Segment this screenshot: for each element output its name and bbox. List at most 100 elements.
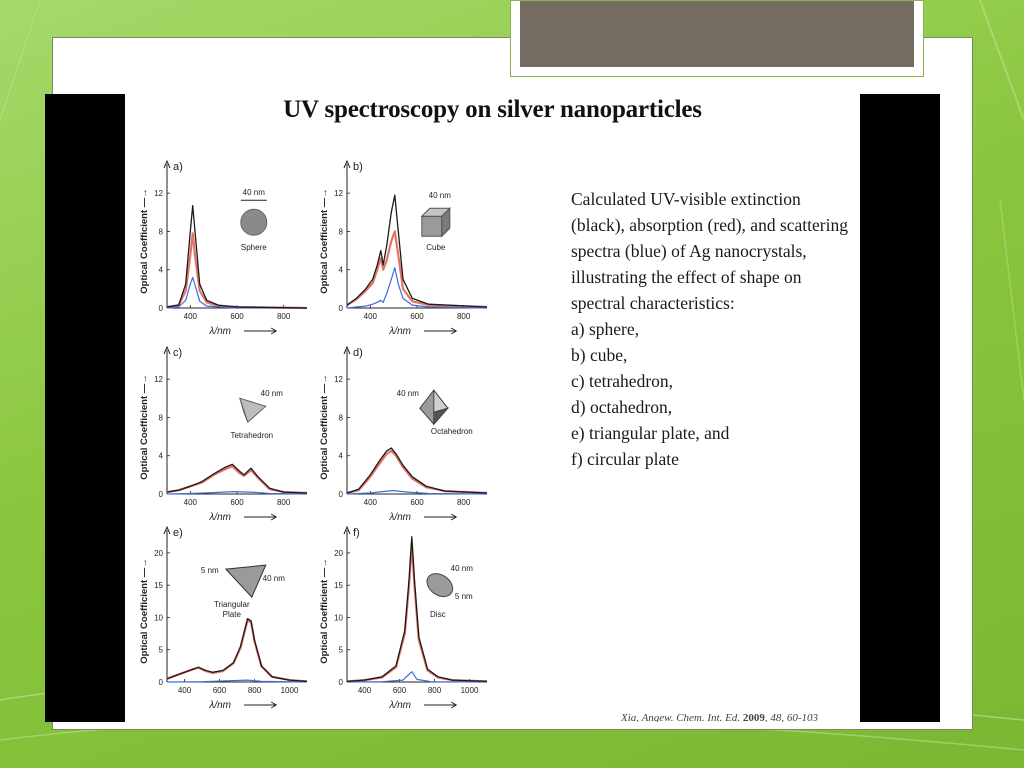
y-tick-label: 8 [159, 227, 164, 236]
x-axis-arrowhead [450, 513, 458, 521]
caption-item: f) circular plate [571, 449, 679, 469]
citation-text: Xia, Angew. Chem. Int. Ed. [621, 712, 741, 722]
y-tick-label: 12 [334, 189, 343, 198]
y-tick-label: 4 [159, 452, 164, 461]
panel-f: 0 5 10 15 20 400 600 800 1000 Optical Coefficient… [319, 525, 488, 711]
panel-label: a) [173, 161, 183, 173]
shape-label: Cube [426, 243, 446, 252]
panel-label: f) [353, 527, 360, 539]
y-axis-arrow [343, 345, 351, 355]
extinction-series [346, 194, 488, 308]
y-tick-label: 20 [334, 549, 343, 558]
panel-label: b) [353, 161, 363, 173]
x-tick-label: 600 [213, 686, 227, 695]
cube-icon: 40 nm Cube [420, 191, 452, 252]
dimension-label: 40 nm [243, 188, 266, 197]
y-tick-label: 0 [339, 304, 344, 313]
panel-label: c) [173, 347, 182, 359]
caption-item: e) triangular plate, and [571, 423, 730, 443]
caption-item: d) octahedron, [571, 397, 673, 417]
x-axis-label: λ/nm [208, 512, 231, 523]
absorption-series [166, 232, 308, 310]
x-axis-label: λ/nm [388, 700, 411, 711]
dimension-label: 40 nm [261, 389, 284, 398]
x-axis-label: λ/nm [388, 326, 411, 337]
y-tick-label: 8 [159, 413, 164, 422]
dimension-label: 40 nm [263, 574, 286, 583]
y-tick-label: 15 [154, 581, 163, 590]
y-axis-arrow [163, 525, 171, 535]
y-tick-label: 8 [339, 413, 344, 422]
citation-pages: 48, 60-103 [770, 712, 818, 722]
extinction-series [166, 204, 308, 309]
x-tick-label: 800 [277, 312, 291, 321]
title-placeholder-fill [520, 1, 914, 67]
x-axis-arrowhead [450, 701, 458, 709]
y-tick-label: 20 [154, 549, 163, 558]
dimension-label: 40 nm [429, 191, 452, 200]
y-axis-label: Optical Coefficient —→ [319, 188, 330, 294]
panel-c: 0 4 8 12 400 600 800 Optical Coefficient —→ λ/nm… [139, 345, 308, 523]
y-tick-label: 0 [339, 490, 344, 499]
x-tick-label: 800 [457, 498, 471, 507]
disc-icon: 40 nm 5 nm Disc [426, 564, 473, 619]
y-axis-label: Optical Coefficient —→ [139, 374, 150, 480]
panel-a: 0 4 8 12 400 600 800 Optical Coefficient —→ λ/nm… [139, 159, 308, 337]
y-tick-label: 4 [339, 452, 344, 461]
x-axis-label: λ/nm [208, 700, 231, 711]
y-tick-label: 5 [159, 646, 164, 655]
panel-label: d) [353, 347, 363, 359]
y-axis-arrow [343, 525, 351, 535]
panel-b: 0 4 8 12 400 600 800 Optical Coefficient —→ λ/nm… [319, 159, 488, 337]
x-axis-arrowhead [450, 327, 458, 335]
plate-face [224, 564, 267, 599]
x-tick-label: 400 [364, 498, 378, 507]
x-tick-label: 400 [184, 498, 198, 507]
y-axis-label: Optical Coefficient —→ [319, 374, 330, 480]
scattering-series [166, 491, 308, 495]
panel-e: 0 5 10 15 20 400 600 800 1000 Optical Coefficient… [139, 525, 308, 711]
shape-label: Octahedron [431, 427, 473, 436]
citation-year: 2009 [742, 712, 765, 722]
caption-item: a) sphere, [571, 319, 640, 339]
x-tick-label: 400 [364, 312, 378, 321]
disc-body [426, 573, 454, 598]
x-tick-label: 600 [410, 498, 424, 507]
x-tick-label: 800 [277, 498, 291, 507]
y-axis-arrow [163, 345, 171, 355]
extinction-series [166, 463, 308, 494]
shape-label-line1: Triangular [214, 600, 250, 609]
x-tick-label: 800 [428, 686, 442, 695]
sphere-body [240, 208, 268, 236]
y-tick-label: 10 [334, 613, 343, 622]
y-axis-arrow [343, 159, 351, 169]
tetra-side [239, 398, 249, 423]
x-tick-label: 800 [457, 312, 471, 321]
y-tick-label: 15 [334, 581, 343, 590]
x-tick-label: 600 [230, 312, 244, 321]
y-axis-label: Optical Coefficient —→ [139, 558, 150, 664]
x-axis-arrowhead [270, 701, 278, 709]
cube-side [441, 207, 451, 238]
x-tick-label: 400 [184, 312, 198, 321]
y-tick-label: 8 [339, 227, 344, 236]
x-tick-label: 1000 [461, 686, 479, 695]
x-axis-label: λ/nm [208, 326, 231, 337]
y-axis-label: Optical Coefficient —→ [319, 558, 330, 664]
y-axis-label: Optical Coefficient —→ [139, 188, 150, 294]
title-placeholder [510, 0, 924, 77]
shape-label: Tetrahedron [230, 431, 273, 440]
paper-title: UV spectroscopy on silver nanoparticles [283, 96, 702, 123]
y-tick-label: 12 [154, 189, 163, 198]
dimension-label: 40 nm [397, 389, 420, 398]
y-tick-label: 4 [339, 266, 344, 275]
x-tick-label: 1000 [281, 686, 299, 695]
scattering-series [346, 671, 488, 683]
x-axis-arrowhead [270, 513, 278, 521]
dimension-label: 5 nm [201, 566, 219, 575]
absorption-series [166, 619, 308, 683]
absorption-series [346, 230, 488, 309]
y-tick-label: 4 [159, 266, 164, 275]
dimension-label: 5 nm [455, 592, 473, 601]
